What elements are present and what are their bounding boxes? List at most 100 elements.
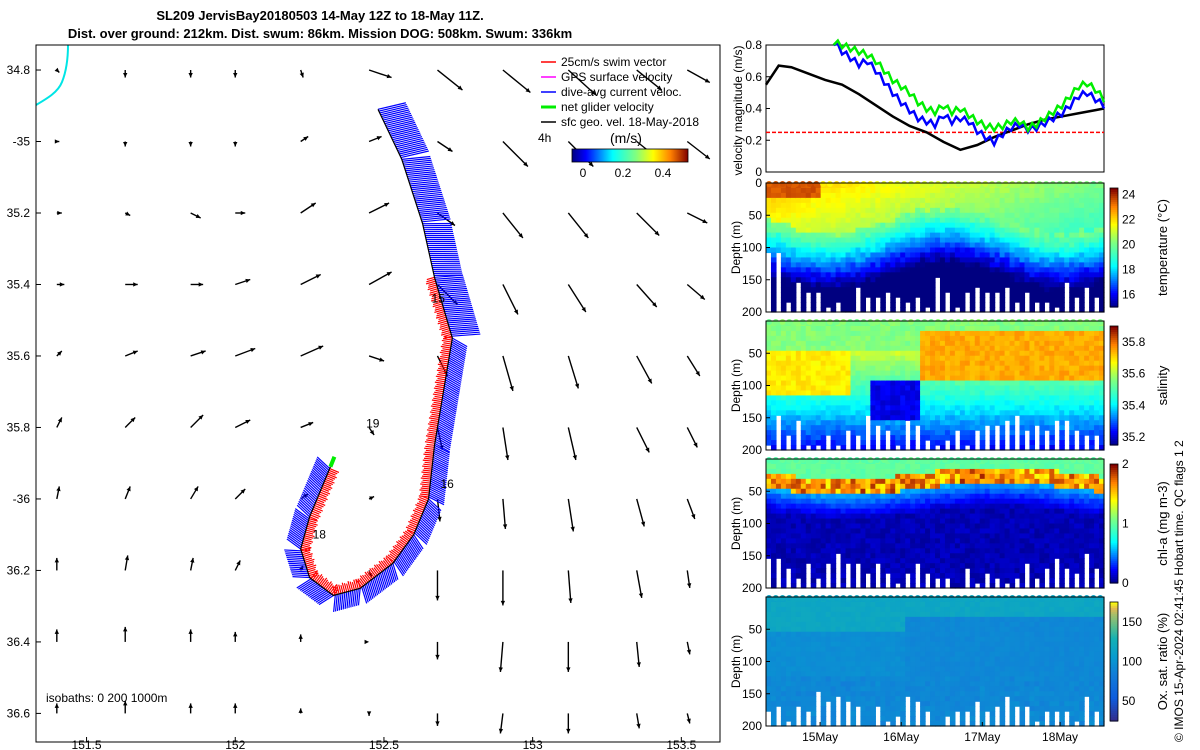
section-cell xyxy=(850,410,857,416)
section-cell xyxy=(855,212,862,219)
section-cell xyxy=(1044,380,1050,387)
section-cell xyxy=(830,498,837,505)
section-cell xyxy=(1049,267,1055,273)
section-cell xyxy=(1004,395,1011,401)
dive-avg-vector xyxy=(394,136,423,144)
swim-vector xyxy=(338,584,342,594)
section-cell xyxy=(870,425,876,431)
section-cell xyxy=(770,385,777,392)
section-cell xyxy=(865,192,871,199)
section-cell xyxy=(999,405,1006,411)
section-cell xyxy=(850,548,857,554)
section-cell xyxy=(815,558,822,564)
dive-avg-vector xyxy=(288,532,303,544)
section-cell xyxy=(855,197,862,204)
section-cell xyxy=(935,360,941,367)
section-cell xyxy=(1004,415,1011,421)
swim-vector xyxy=(317,575,324,584)
dive-avg-vector xyxy=(448,323,478,328)
section-cell xyxy=(870,192,876,199)
section-cell xyxy=(1049,405,1055,411)
swim-vector xyxy=(302,542,311,547)
section-cell xyxy=(1029,247,1036,254)
section-cell xyxy=(835,187,842,194)
section-cell xyxy=(785,420,792,426)
section-cell xyxy=(964,282,971,288)
swim-vector xyxy=(434,391,444,395)
section-cell xyxy=(999,415,1006,421)
section-cell xyxy=(1089,385,1095,392)
section-cell xyxy=(890,252,896,259)
section-cell xyxy=(860,365,867,372)
section-cell xyxy=(1024,222,1031,229)
section-cell xyxy=(935,232,941,239)
section-cell xyxy=(766,478,772,485)
swim-vector xyxy=(405,526,416,532)
section-cell xyxy=(935,430,941,436)
section-cell xyxy=(870,528,876,535)
section-cell xyxy=(825,237,832,244)
section-cell xyxy=(1084,400,1090,406)
section-cell xyxy=(1059,242,1065,249)
section-cell xyxy=(969,237,976,244)
section-cell xyxy=(785,380,792,387)
section-cell xyxy=(1019,217,1026,224)
section-cell xyxy=(875,473,881,480)
section-cell xyxy=(850,523,857,530)
section-cell xyxy=(860,227,867,234)
section-cell xyxy=(860,498,867,505)
section-cell xyxy=(805,197,812,204)
section-cell xyxy=(830,360,837,367)
section-cell xyxy=(1014,325,1021,332)
section-cell xyxy=(969,360,976,367)
section-cell xyxy=(770,187,777,194)
dive-avg-vector xyxy=(417,524,431,538)
section-cell xyxy=(1079,380,1085,387)
section-cell xyxy=(790,212,797,219)
section-cell xyxy=(994,380,1001,387)
colorbar-cell xyxy=(1110,415,1118,418)
section-cell xyxy=(979,192,986,199)
section-cell xyxy=(989,267,996,273)
section-cell xyxy=(1024,350,1031,357)
colorbar-cell xyxy=(1110,373,1118,377)
section-cell xyxy=(1029,330,1036,337)
section-cell xyxy=(984,350,991,357)
section-cell xyxy=(815,568,822,574)
section-cell xyxy=(1099,440,1105,446)
section-cell xyxy=(830,350,837,357)
section-cell xyxy=(850,459,857,465)
section-cell xyxy=(930,440,936,446)
section-cell xyxy=(770,583,777,589)
section-cell xyxy=(944,272,951,278)
section-cell xyxy=(1099,445,1105,451)
geo-vector-head xyxy=(188,73,193,78)
section-cell xyxy=(959,435,966,441)
section-cell xyxy=(989,440,996,446)
section-cell xyxy=(810,435,817,441)
section-cell xyxy=(860,483,867,490)
section-cell xyxy=(830,272,837,278)
section-cell xyxy=(840,187,847,194)
dive-avg-vector xyxy=(431,470,448,480)
section-cell xyxy=(974,257,981,263)
swim-vector xyxy=(418,500,427,506)
section-cell xyxy=(890,207,896,214)
section-cell xyxy=(790,548,797,554)
section-cell xyxy=(999,445,1006,451)
section-cell xyxy=(830,183,837,189)
section-cell xyxy=(969,325,976,332)
section-cell xyxy=(1044,232,1050,239)
dive-top xyxy=(1049,319,1056,325)
section-cell xyxy=(1019,237,1026,244)
section-cell xyxy=(994,257,1001,263)
section-cell xyxy=(820,420,827,426)
section-cell xyxy=(855,538,862,544)
section-cell xyxy=(954,340,961,347)
section-cell xyxy=(810,405,817,411)
colorbar-cell xyxy=(1110,371,1118,375)
section-cell xyxy=(766,440,772,446)
colorbar-cell xyxy=(1110,291,1118,294)
section-cell xyxy=(830,355,837,362)
dive-top xyxy=(989,319,996,325)
